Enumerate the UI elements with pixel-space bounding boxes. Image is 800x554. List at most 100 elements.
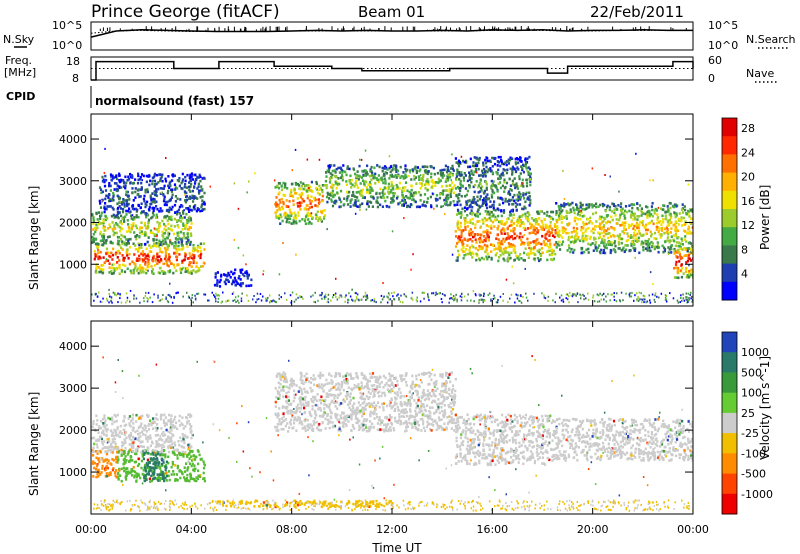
data-cell (445, 184, 448, 188)
ground-scatter-cell (444, 294, 446, 297)
data-cell (162, 272, 165, 275)
data-cell (630, 234, 633, 237)
data-cell (579, 205, 582, 209)
ground-scatter-cell (110, 297, 113, 300)
data-cell (306, 203, 309, 207)
data-cell (146, 213, 150, 217)
data-cell (526, 237, 529, 241)
data-cell (457, 240, 460, 244)
data-cell (448, 190, 451, 193)
data-cell (175, 238, 178, 241)
data-cell (471, 213, 474, 216)
data-cell (470, 200, 473, 204)
data-cell (151, 270, 154, 273)
data-cell (115, 268, 118, 271)
data-cell (141, 454, 144, 458)
data-cell (474, 201, 477, 204)
data-cell (192, 243, 195, 247)
data-cell (606, 214, 609, 217)
data-cell (481, 169, 484, 173)
data-cell (458, 235, 461, 238)
data-cell (483, 189, 486, 193)
data-cell (640, 234, 643, 237)
data-cell (630, 210, 633, 214)
ground-scatter-cell (145, 291, 147, 294)
data-cell (463, 209, 467, 213)
data-cell (243, 274, 246, 278)
data-cell (135, 472, 138, 475)
data-cell (125, 471, 128, 475)
ground-scatter-cell (380, 294, 383, 297)
data-cell (389, 191, 392, 194)
data-cell (165, 242, 168, 246)
data-cell (172, 173, 175, 176)
data-cell (92, 232, 95, 236)
ground-scatter-cell (225, 300, 227, 303)
data-cell (459, 189, 462, 193)
data-cell (307, 218, 310, 221)
data-cell (487, 210, 490, 214)
data-cell (686, 274, 689, 277)
data-cell (168, 199, 171, 203)
data-cell (613, 227, 616, 230)
ground-scatter-cell (619, 299, 621, 302)
data-cell (187, 479, 190, 482)
ground-scatter-cell (321, 293, 323, 296)
data-cell (200, 185, 203, 188)
data-cell (690, 232, 693, 235)
noise-cell (165, 157, 167, 159)
data-cell (520, 238, 523, 242)
data-cell (616, 208, 619, 211)
data-cell (175, 248, 178, 251)
data-cell (124, 264, 127, 267)
data-cell (304, 218, 307, 221)
data-cell (226, 278, 229, 282)
data-cell (177, 238, 180, 241)
data-cell (391, 197, 394, 200)
data-cell (189, 475, 192, 479)
data-cell (198, 268, 201, 272)
data-cell (159, 177, 162, 180)
data-cell (468, 205, 471, 209)
data-cell (154, 264, 157, 267)
data-cell (537, 210, 540, 213)
data-cell (569, 208, 572, 211)
data-cell (487, 234, 490, 237)
data-cell (175, 212, 179, 216)
data-cell (97, 243, 100, 246)
data-cell (352, 204, 356, 207)
data-cell (122, 452, 125, 456)
data-cell (289, 211, 292, 214)
data-cell (633, 224, 636, 228)
data-cell (279, 201, 282, 204)
noise-cell (652, 179, 654, 182)
data-cell (279, 222, 282, 225)
data-cell (309, 202, 312, 205)
data-cell (496, 164, 499, 167)
ground-scatter-cell (278, 294, 280, 297)
data-cell (339, 205, 342, 208)
ground-scatter-cell (478, 301, 480, 304)
ground-scatter-cell (405, 295, 408, 298)
data-cell (167, 232, 170, 235)
data-cell (375, 192, 378, 196)
data-cell (112, 247, 115, 251)
noise-cell (512, 282, 515, 285)
data-cell (376, 199, 379, 202)
data-cell (201, 177, 204, 180)
data-cell (275, 205, 278, 208)
data-cell (490, 224, 493, 228)
ground-scatter-cell (480, 298, 482, 301)
data-cell (170, 224, 173, 228)
data-cell (120, 269, 123, 272)
data-cell (518, 203, 522, 206)
ground-scatter-cell (631, 291, 633, 294)
data-cell (158, 465, 161, 469)
data-cell (363, 182, 366, 186)
data-cell (94, 238, 97, 241)
data-cell (582, 231, 585, 235)
data-cell (470, 177, 473, 180)
noise-cell (511, 265, 513, 268)
data-cell (183, 466, 186, 469)
data-cell (97, 251, 100, 255)
